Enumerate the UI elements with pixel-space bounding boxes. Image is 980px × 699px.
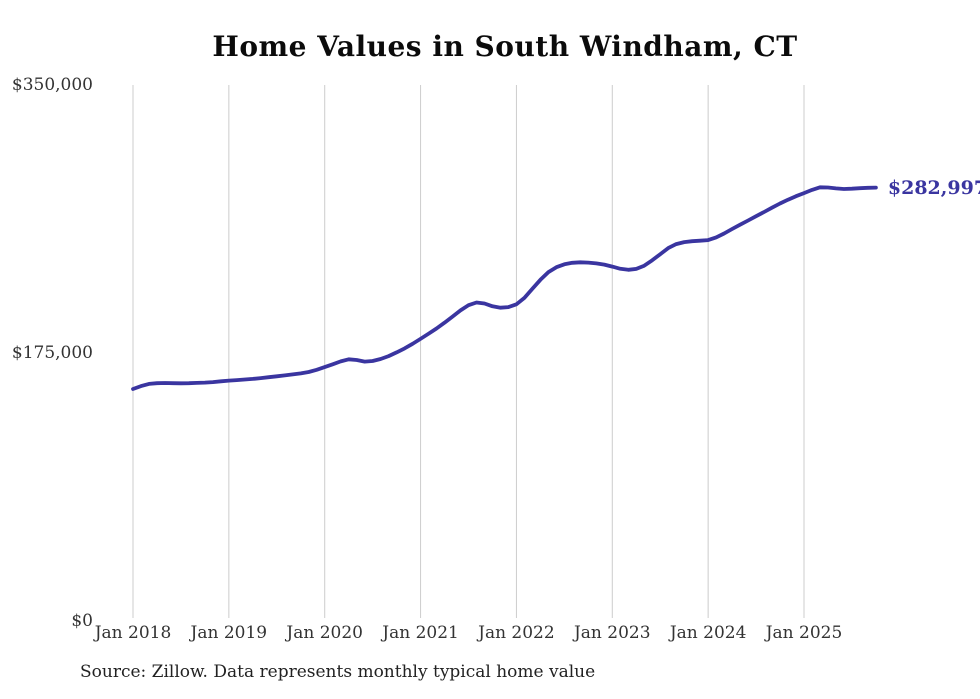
last-value-label: $282,997 (887, 176, 980, 199)
x-tick-label: Jan 2023 (573, 623, 651, 643)
chart-title: Home Values in South Windham, CT (212, 30, 798, 63)
x-tick-label: Jan 2024 (669, 623, 747, 643)
x-tick-label: Jan 2018 (94, 623, 172, 643)
y-tick-label: $0 (71, 611, 93, 631)
x-tick-label: Jan 2020 (286, 623, 363, 643)
home-value-line (131, 185, 878, 391)
x-tick-label: Jan 2025 (765, 623, 843, 643)
y-tick-label: $350,000 (11, 75, 93, 95)
x-tick-label: Jan 2022 (478, 623, 555, 643)
x-tick-label: Jan 2021 (382, 623, 459, 643)
source-note: Source: Zillow. Data represents monthly … (80, 662, 596, 682)
y-tick-label: $175,000 (11, 343, 93, 363)
x-tick-label: Jan 2019 (190, 623, 268, 643)
